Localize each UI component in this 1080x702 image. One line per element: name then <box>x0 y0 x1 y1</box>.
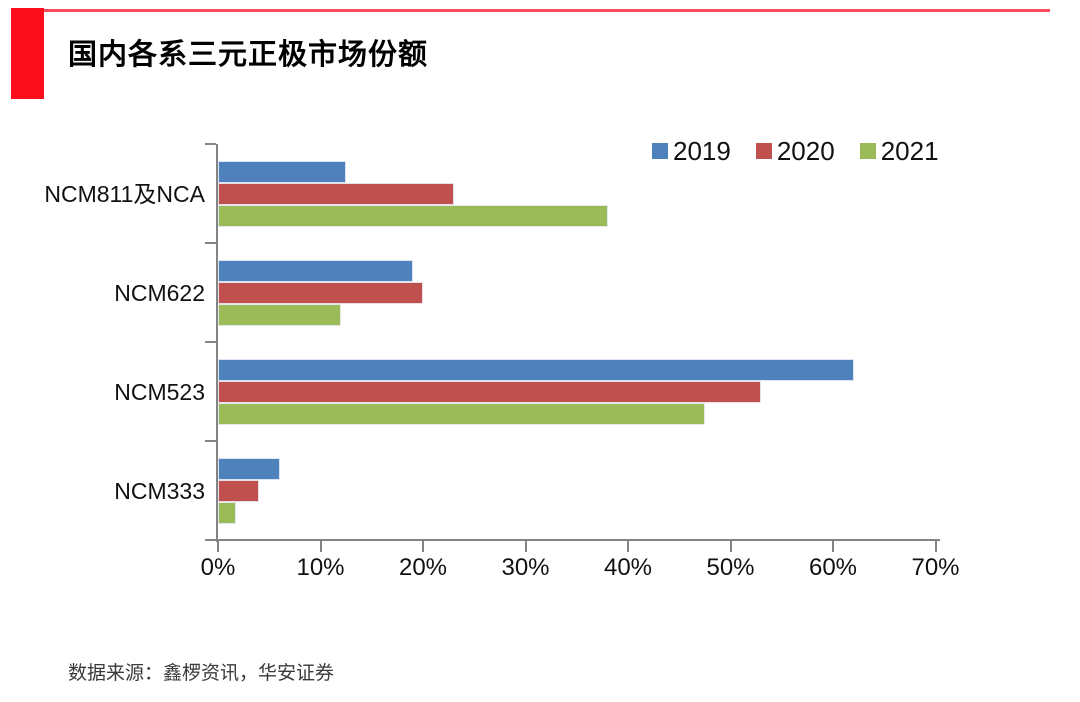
x-axis-tick <box>627 539 629 552</box>
y-axis-tick <box>205 539 216 541</box>
bar-2019-NCM811及NCA <box>218 160 347 183</box>
bar-2021-NCM622 <box>218 303 341 326</box>
data-source-note: 数据来源：鑫椤资讯，华安证券 <box>68 663 335 684</box>
category-label: NCM811及NCA <box>44 180 205 207</box>
legend-swatch-icon <box>755 143 772 159</box>
y-axis-line <box>216 144 218 542</box>
bar-2019-NCM523 <box>218 358 854 381</box>
legend-item-2021: 2021 <box>859 136 939 166</box>
page-title: 国内各系三元正极市场份额 <box>68 39 429 71</box>
category-label: NCM622 <box>114 279 205 306</box>
bar-2020-NCM333 <box>218 479 259 502</box>
bar-2021-NCM523 <box>218 402 705 425</box>
x-axis-tick <box>319 539 322 552</box>
legend-label: 2020 <box>776 136 835 166</box>
chart-legend: 2019 2020 2021 <box>652 136 939 166</box>
x-axis-tick <box>524 539 527 552</box>
x-axis-tick <box>934 539 937 552</box>
x-axis-label: 20% <box>398 554 448 581</box>
legend-label: 2021 <box>880 136 939 166</box>
legend-item-2019: 2019 <box>652 136 731 166</box>
x-axis-line <box>216 539 940 541</box>
y-axis-tick <box>205 242 216 244</box>
x-axis-tick <box>422 539 424 552</box>
bar-2020-NCM811及NCA <box>218 182 454 205</box>
x-axis-label: 50% <box>706 554 755 581</box>
legend-swatch-icon <box>652 143 668 159</box>
y-axis-tick <box>205 143 216 145</box>
x-axis-tick <box>217 539 219 552</box>
x-axis-label: 0% <box>200 554 236 581</box>
legend-swatch-icon <box>859 143 876 159</box>
bar-2019-NCM622 <box>218 259 413 282</box>
category-label: NCM523 <box>114 378 205 405</box>
x-axis-tick <box>729 539 732 552</box>
x-axis-label: 60% <box>808 554 858 581</box>
x-axis-label: 70% <box>911 554 960 581</box>
y-axis-tick <box>205 341 216 343</box>
bar-2021-NCM333 <box>218 501 237 524</box>
x-axis-label: 10% <box>296 554 345 581</box>
bar-2020-NCM622 <box>218 281 423 304</box>
x-axis-label: 30% <box>501 554 550 581</box>
bar-2021-NCM811及NCA <box>218 204 608 227</box>
legend-item-2020: 2020 <box>755 136 835 166</box>
bar-2019-NCM333 <box>218 457 280 480</box>
red-accent-block <box>11 8 44 99</box>
x-axis-label: 40% <box>603 554 653 581</box>
red-accent-line <box>44 9 1050 12</box>
bar-2020-NCM523 <box>218 380 762 403</box>
y-axis-tick <box>205 440 216 442</box>
legend-label: 2019 <box>673 136 731 166</box>
x-axis-tick <box>832 539 834 552</box>
category-label: NCM333 <box>114 477 205 504</box>
